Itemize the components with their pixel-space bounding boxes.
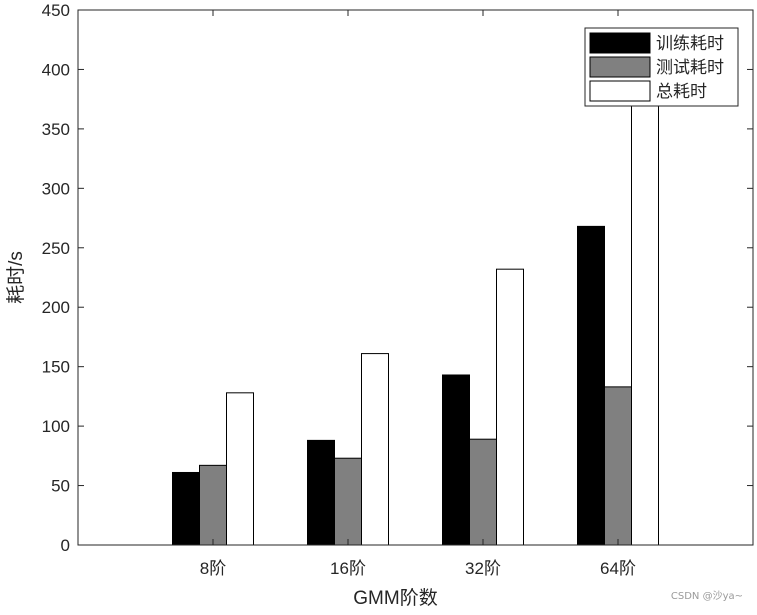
bar-1-4 bbox=[577, 225, 605, 546]
bar-3-3 bbox=[496, 268, 524, 546]
legend-label-3: 总耗时 bbox=[656, 82, 707, 101]
bar-1-1 bbox=[172, 471, 200, 546]
x-tick-label: 16阶 bbox=[330, 559, 366, 578]
bar-3-1 bbox=[226, 392, 254, 546]
y-tick-label: 200 bbox=[42, 298, 70, 317]
bars-layer bbox=[172, 67, 659, 546]
y-tick-label: 150 bbox=[42, 358, 70, 377]
y-tick-label: 250 bbox=[42, 239, 70, 258]
bar-3-2 bbox=[361, 353, 389, 546]
x-tick-label: 8阶 bbox=[200, 559, 226, 578]
y-tick-label: 100 bbox=[42, 417, 70, 436]
axes-layer: 0 50 100 150 200 250 300 350 400 450 8阶 16阶 32阶 64阶 GM… bbox=[5, 1, 754, 609]
plot-frame bbox=[77, 9, 754, 546]
bar-2-3 bbox=[469, 438, 497, 546]
y-tick-label: 300 bbox=[42, 179, 70, 198]
y-tick-label: 0 bbox=[61, 536, 70, 555]
legend-swatch-3 bbox=[589, 80, 651, 102]
bar-3-4 bbox=[631, 67, 659, 546]
y-tick-label: 450 bbox=[42, 1, 70, 20]
legend-swatch-1 bbox=[589, 32, 651, 54]
y-axis-label: 耗时/s bbox=[5, 251, 27, 304]
legend-swatch-2 bbox=[589, 56, 651, 78]
bar-2-1 bbox=[199, 464, 227, 546]
legend-label-2: 测试耗时 bbox=[656, 58, 724, 77]
bar-1-2 bbox=[307, 439, 335, 546]
x-tick-label: 32阶 bbox=[465, 559, 501, 578]
bar-1-3 bbox=[442, 374, 470, 546]
y-tick-label: 350 bbox=[42, 120, 70, 139]
legend-label-1: 训练耗时 bbox=[656, 34, 724, 53]
bar-2-2 bbox=[334, 457, 362, 546]
x-tick-label: 64阶 bbox=[600, 559, 636, 578]
bar-2-4 bbox=[604, 386, 632, 546]
y-tick-label: 400 bbox=[42, 60, 70, 79]
y-tick-label: 50 bbox=[51, 477, 70, 496]
x-axis-label: GMM阶数 bbox=[353, 587, 437, 609]
watermark: CSDN @沙ya~ bbox=[670, 591, 743, 602]
